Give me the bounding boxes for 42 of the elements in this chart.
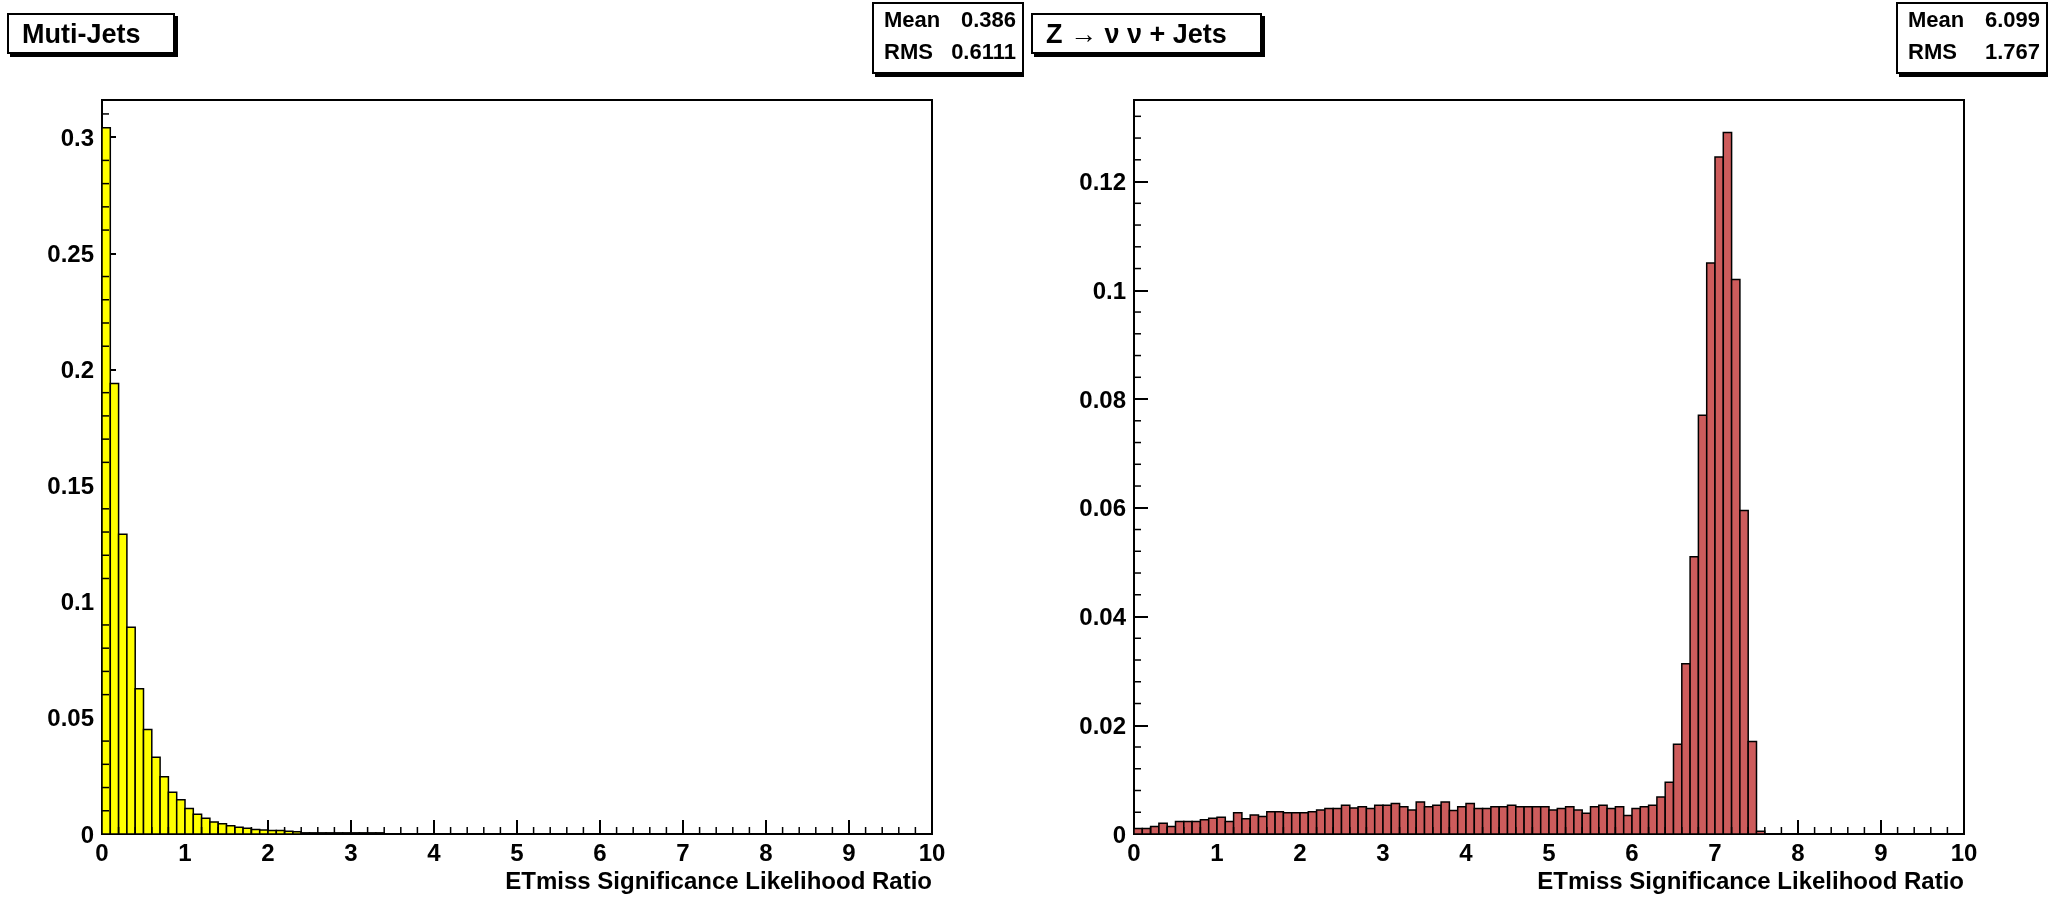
y-tick-label: 0.2 bbox=[60, 355, 94, 383]
x-tick-label: 8 bbox=[759, 838, 773, 866]
y-tick-label: 0.1 bbox=[60, 588, 94, 616]
y-tick-label: 0.02 bbox=[1079, 711, 1126, 739]
y-tick-label: 0.12 bbox=[1079, 168, 1126, 196]
text: Mean 6.099 bbox=[1908, 6, 2041, 32]
y-tick-label: 0.3 bbox=[60, 123, 94, 151]
x-tick-label: 3 bbox=[344, 838, 358, 866]
x-tick-label: 6 bbox=[593, 838, 607, 866]
x-tick-label: 7 bbox=[1708, 838, 1722, 866]
y-tick-label: 0.25 bbox=[47, 239, 94, 267]
x-tick-label: 5 bbox=[1542, 838, 1556, 866]
y-tick-label: 0 bbox=[80, 820, 94, 848]
x-tick-label: 6 bbox=[1625, 838, 1639, 866]
x-axis-title: ETmiss Significance Likelihood Ratio bbox=[1537, 866, 1964, 894]
y-tick-label: 0.1 bbox=[1092, 276, 1126, 304]
x-tick-label: 1 bbox=[1210, 838, 1224, 866]
y-tick-label: 0.15 bbox=[47, 472, 94, 500]
x-tick-label: 1 bbox=[178, 838, 192, 866]
x-axis-title: ETmiss Significance Likelihood Ratio bbox=[505, 866, 932, 894]
x-tick-label: 10 bbox=[1950, 838, 1978, 866]
chart-title: Z → ν ν + Jets bbox=[1046, 18, 1227, 49]
text: Mean 0.386 bbox=[884, 6, 1017, 32]
x-tick-label: 9 bbox=[1874, 838, 1888, 866]
text: RMS 0.6111 bbox=[884, 38, 1017, 64]
x-tick-label: 5 bbox=[510, 838, 524, 866]
x-tick-label: 8 bbox=[1791, 838, 1805, 866]
y-tick-label: 0 bbox=[1112, 820, 1126, 848]
y-tick-label: 0.04 bbox=[1079, 603, 1127, 631]
x-tick-label: 2 bbox=[261, 838, 275, 866]
y-tick-label: 0.08 bbox=[1079, 385, 1126, 413]
text: RMS 1.767 bbox=[1908, 38, 2041, 64]
x-tick-label: 10 bbox=[918, 838, 946, 866]
x-tick-label: 9 bbox=[842, 838, 856, 866]
x-tick-label: 4 bbox=[1459, 838, 1474, 866]
x-tick-label: 3 bbox=[1376, 838, 1390, 866]
y-tick-label: 0.05 bbox=[47, 704, 94, 732]
x-tick-label: 4 bbox=[427, 838, 442, 866]
chart-title: Muti-Jets bbox=[22, 18, 141, 49]
x-tick-label: 7 bbox=[676, 838, 690, 866]
y-tick-label: 0.06 bbox=[1079, 494, 1126, 522]
x-tick-label: 2 bbox=[1293, 838, 1307, 866]
